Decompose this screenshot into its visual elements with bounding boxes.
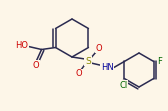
Text: HN: HN [101,62,113,71]
Text: O: O [32,61,39,70]
Text: HO: HO [15,41,28,50]
Text: F: F [157,57,162,66]
Text: O: O [76,69,82,78]
Text: S: S [85,56,91,65]
Text: O: O [96,44,102,53]
Text: Cl: Cl [119,81,127,90]
